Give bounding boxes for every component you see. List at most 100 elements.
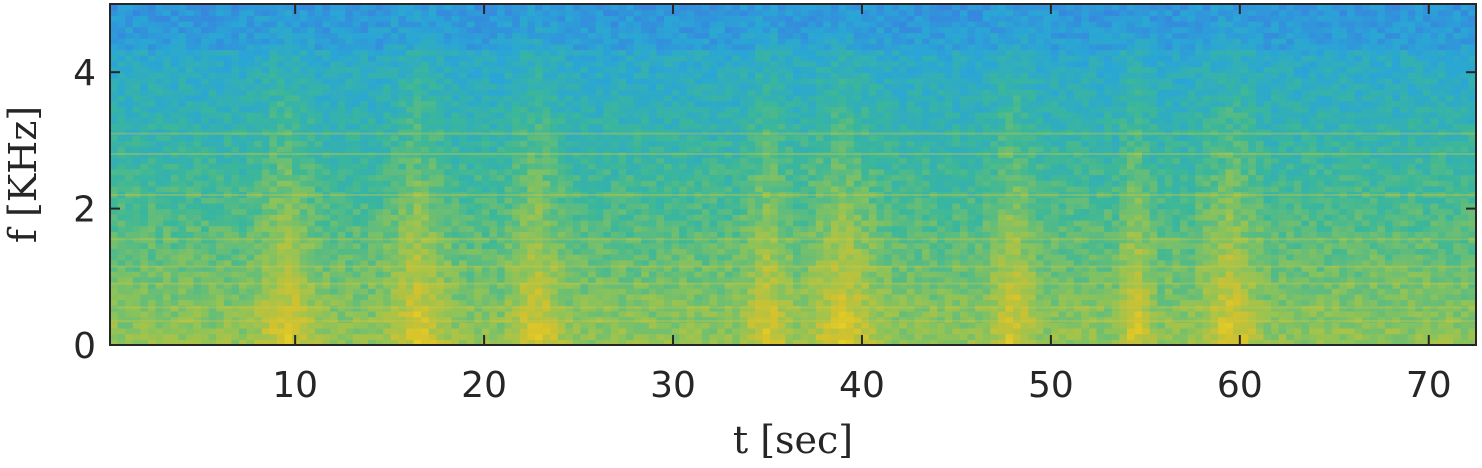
heatmap-cell [512,242,521,249]
heatmap-cell [663,151,673,159]
heatmap-cell [231,327,240,335]
heatmap-cell [626,15,635,22]
heatmap-cell [140,117,149,124]
heatmap-cell [231,89,240,96]
heatmap-cell [626,305,635,312]
heatmap-cell [709,333,718,340]
heatmap-cell [550,265,559,272]
heatmap-cell [193,310,202,318]
heatmap-cell [459,9,468,16]
heatmap-cell [656,327,665,335]
heatmap-cell [284,225,293,232]
heatmap-cell [572,214,582,221]
heatmap-cell [580,111,589,119]
heatmap-cell [383,305,392,312]
heatmap-cell [216,242,225,249]
heatmap-cell [572,197,582,204]
heatmap-cell [436,43,445,51]
heatmap-cell [269,288,278,295]
heatmap-cell [254,265,263,272]
heatmap-cell [671,77,680,85]
heatmap-cell [110,237,119,244]
heatmap-cell [580,327,589,335]
heatmap-cell [178,197,187,204]
heatmap-cell [201,242,210,249]
heatmap-cell [307,259,316,267]
heatmap-cell [368,4,377,11]
heatmap-cell [663,134,673,141]
heatmap-cell [390,282,399,289]
heatmap-cell [732,237,741,244]
heatmap-cell [170,185,179,193]
heatmap-cell [314,26,324,34]
heatmap-cell [527,316,536,323]
heatmap-cell [231,242,240,249]
heatmap-cell [686,316,695,323]
heatmap-cell [557,66,566,73]
heatmap-cell [603,219,612,227]
heatmap-cell [330,254,339,261]
heatmap-cell [208,21,217,28]
heatmap-cell [155,15,164,22]
heatmap-cell [132,66,141,73]
heatmap-cell [588,15,597,22]
heatmap-cell [208,185,217,193]
heatmap-cell [261,305,270,312]
heatmap-cell [428,322,437,329]
heatmap-cell [550,77,559,85]
heatmap-cell [565,21,574,28]
heatmap-cell [155,299,164,306]
heatmap-cell [459,231,468,238]
heatmap-cell [656,43,665,51]
heatmap-cell [117,55,126,62]
heatmap-cell [383,38,392,45]
heatmap-cell [724,4,733,11]
heatmap-cell [489,66,498,73]
heatmap-cell [519,174,528,181]
heatmap-cell [663,163,673,170]
heatmap-cell [527,310,536,318]
heatmap-cell [239,15,248,22]
heatmap-cell [626,219,635,227]
heatmap-cell [542,106,551,113]
heatmap-cell [201,66,210,73]
heatmap-cell [459,197,468,204]
heatmap-cell [474,100,483,107]
heatmap-cell [542,49,551,56]
heatmap-cell [641,89,650,96]
heatmap-cell [178,140,187,147]
heatmap-cell [231,225,240,232]
heatmap-cell [626,66,635,73]
heatmap-cell [170,316,179,323]
heatmap-cell [375,49,384,56]
heatmap-cell [284,21,293,28]
heatmap-cell [185,333,195,340]
heatmap-cell [345,26,354,34]
heatmap-cell [421,259,430,267]
heatmap-cell [633,146,642,153]
heatmap-cell [185,32,195,39]
heatmap-cell [519,146,528,153]
heatmap-cell [527,157,536,164]
heatmap-cell [231,254,240,261]
heatmap-cell [299,72,308,79]
heatmap-cell [223,111,233,119]
heatmap-cell [709,157,718,164]
heatmap-cell [231,140,240,147]
heatmap-cell [550,316,559,323]
heatmap-cell [337,208,346,215]
heatmap-cell [436,32,445,39]
heatmap-cell [314,4,324,11]
heatmap-cell [451,265,460,272]
heatmap-cell [542,288,551,295]
heatmap-cell [603,15,612,22]
heatmap-cell [451,117,460,124]
heatmap-cell [284,271,293,278]
heatmap-cell [679,100,688,107]
heatmap-cell [497,66,506,73]
heatmap-cell [481,265,491,272]
heatmap-cell [580,77,589,85]
heatmap-cell [299,83,308,90]
heatmap-cell [155,83,164,90]
heatmap-cell [656,214,665,221]
